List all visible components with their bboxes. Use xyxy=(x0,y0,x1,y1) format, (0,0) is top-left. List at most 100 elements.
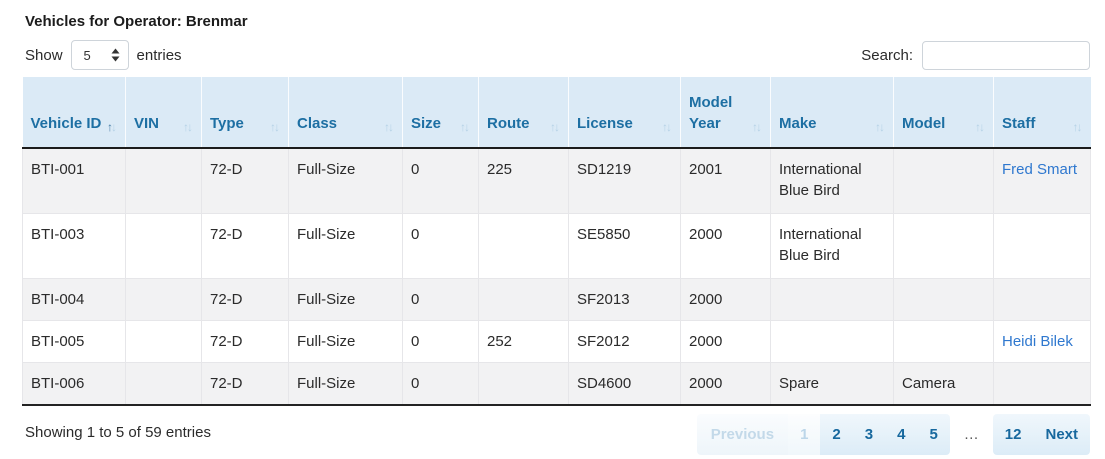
table-cell: 2000 xyxy=(680,277,771,321)
table-cell: BTI-005 xyxy=(22,319,126,363)
sort-icon: ↑↓ xyxy=(270,120,280,134)
sort-icon: ↑↓ xyxy=(752,120,762,134)
column-header-vin[interactable]: VIN ↑↓ xyxy=(125,77,202,149)
column-header-make[interactable]: Make ↑↓ xyxy=(770,77,894,149)
table-cell xyxy=(125,147,202,214)
table-cell: International Blue Bird xyxy=(770,212,894,279)
page-button-previous: Previous xyxy=(696,413,789,455)
table-cell: 252 xyxy=(478,319,569,363)
column-header-route[interactable]: Route ↑↓ xyxy=(478,77,569,149)
table-cell: 2000 xyxy=(680,361,771,406)
pagination-ellipsis: … xyxy=(963,425,979,443)
table-cell xyxy=(125,319,202,363)
table-cell: 0 xyxy=(402,361,479,406)
table-controls: Show 5 entries Search: xyxy=(22,40,1090,70)
table-cell: Camera xyxy=(893,361,994,406)
column-header-size[interactable]: Size ↑↓ xyxy=(402,77,479,149)
column-header-license[interactable]: License ↑↓ xyxy=(568,77,681,149)
staff-link[interactable]: Fred Smart xyxy=(1002,161,1078,178)
table-cell: 72-D xyxy=(201,361,289,406)
table-cell: SD1219 xyxy=(568,147,681,214)
table-cell xyxy=(993,361,1091,406)
search-input[interactable] xyxy=(922,40,1090,70)
table-cell xyxy=(770,319,894,363)
column-label: Type xyxy=(210,115,244,132)
table-cell: 72-D xyxy=(201,277,289,321)
header-row: Vehicle ID ↑↓ VIN ↑↓ Type ↑↓ Class ↑↓ Size ↑↓ Rout… xyxy=(22,77,1091,149)
table-cell: 72-D xyxy=(201,319,289,363)
search-label: Search: xyxy=(861,46,913,64)
column-header-model-year[interactable]: Model Year ↑↓ xyxy=(680,77,771,149)
entries-label: entries xyxy=(136,46,182,64)
page-size-select[interactable]: 5 xyxy=(70,40,129,70)
page-size-select-wrap: 5 xyxy=(70,40,129,70)
table-cell: BTI-006 xyxy=(22,361,126,406)
table-cell: 225 xyxy=(478,147,569,214)
table-cell: 0 xyxy=(402,147,479,214)
column-label: Vehicle ID xyxy=(30,115,102,132)
show-label: Show xyxy=(25,46,63,64)
table-cell xyxy=(993,212,1091,279)
table-cell: Full-Size xyxy=(288,147,403,214)
table-cell xyxy=(125,277,202,321)
table-cell xyxy=(478,361,569,406)
staff-link[interactable]: Heidi Bilek xyxy=(1002,332,1073,350)
column-header-model[interactable]: Model ↑↓ xyxy=(893,77,994,149)
pagination: Previous 1 2 3 4 5… 12 Next xyxy=(696,413,1090,455)
page-button-5[interactable]: 5 xyxy=(917,413,950,455)
sort-icon: ↑↓ xyxy=(875,120,885,134)
table-row: BTI-003 72-D Full-Size 0 SE5850 2000 Internati… xyxy=(22,212,1091,279)
page-button-4[interactable]: 4 xyxy=(885,413,918,455)
column-label: Class xyxy=(297,115,338,132)
column-label: Route xyxy=(487,115,530,132)
table-cell: 0 xyxy=(402,277,479,321)
column-label: Model xyxy=(902,115,946,132)
sort-icon: ↑↓ xyxy=(1072,120,1083,134)
table-cell: Full-Size xyxy=(288,319,403,363)
column-label: Size xyxy=(411,115,442,132)
table-cell: 2000 xyxy=(680,319,771,363)
table-cell: SD4600 xyxy=(568,361,681,406)
table-cell: Full-Size xyxy=(288,277,403,321)
sort-icon: ↑↓ xyxy=(460,120,470,134)
table-cell: 0 xyxy=(402,319,479,363)
table-cell: 2000 xyxy=(680,212,771,279)
staff-cell: Fred Smart xyxy=(993,147,1091,214)
column-label: Model Year xyxy=(689,94,733,132)
page-button-2[interactable]: 2 xyxy=(820,413,853,455)
page-button-3[interactable]: 3 xyxy=(852,413,886,455)
column-header-vehicle-id[interactable]: Vehicle ID ↑↓ xyxy=(22,77,126,149)
column-header-class[interactable]: Class ↑↓ xyxy=(288,77,403,149)
table-cell: SF2012 xyxy=(568,319,681,363)
table-cell: 0 xyxy=(402,212,479,279)
column-label: Staff xyxy=(1002,115,1036,132)
table-row: BTI-006 72-D Full-Size 0 SD4600 2000 Spare Came… xyxy=(22,361,1091,406)
page-title: Vehicles for Operator: Brenmar xyxy=(25,13,248,30)
page-length-control: Show 5 entries xyxy=(22,40,182,70)
table-row: BTI-004 72-D Full-Size 0 SF2013 2000 xyxy=(22,277,1091,321)
staff-cell: Heidi Bilek xyxy=(993,319,1091,363)
column-label: VIN xyxy=(134,115,160,132)
search-control: Search: xyxy=(861,40,1090,70)
page-button-next[interactable]: Next xyxy=(1033,413,1090,455)
table-cell: SE5850 xyxy=(568,212,681,279)
column-header-type[interactable]: Type ↑↓ xyxy=(201,77,289,149)
table-footer: Showing 1 to 5 of 59 entries Previous 1 2 3… xyxy=(22,413,1090,455)
page-button-12[interactable]: 12 xyxy=(992,413,1034,455)
table-cell xyxy=(893,277,994,321)
table-row: BTI-001 72-D Full-Size 0 225 SD1219 2001 Intern… xyxy=(22,147,1091,214)
page-button-1[interactable]: 1 xyxy=(788,413,821,455)
sort-icon: ↑↓ xyxy=(662,120,672,134)
sort-icon: ↑↓ xyxy=(384,120,394,134)
table-cell xyxy=(478,212,569,279)
table-cell: Full-Size xyxy=(288,212,403,279)
sort-icon: ↑↓ xyxy=(975,120,985,134)
table-row: BTI-005 72-D Full-Size 0 252 SF2012 2000 Heidi … xyxy=(22,319,1091,363)
table-cell: 72-D xyxy=(201,147,289,214)
column-header-staff[interactable]: Staff ↑↓ xyxy=(993,77,1091,149)
showing-entries-info: Showing 1 to 5 of 59 entries xyxy=(25,423,211,441)
table-cell: International Blue Bird xyxy=(770,147,894,214)
table-cell xyxy=(893,319,994,363)
sort-icon: ↑↓ xyxy=(183,120,193,134)
